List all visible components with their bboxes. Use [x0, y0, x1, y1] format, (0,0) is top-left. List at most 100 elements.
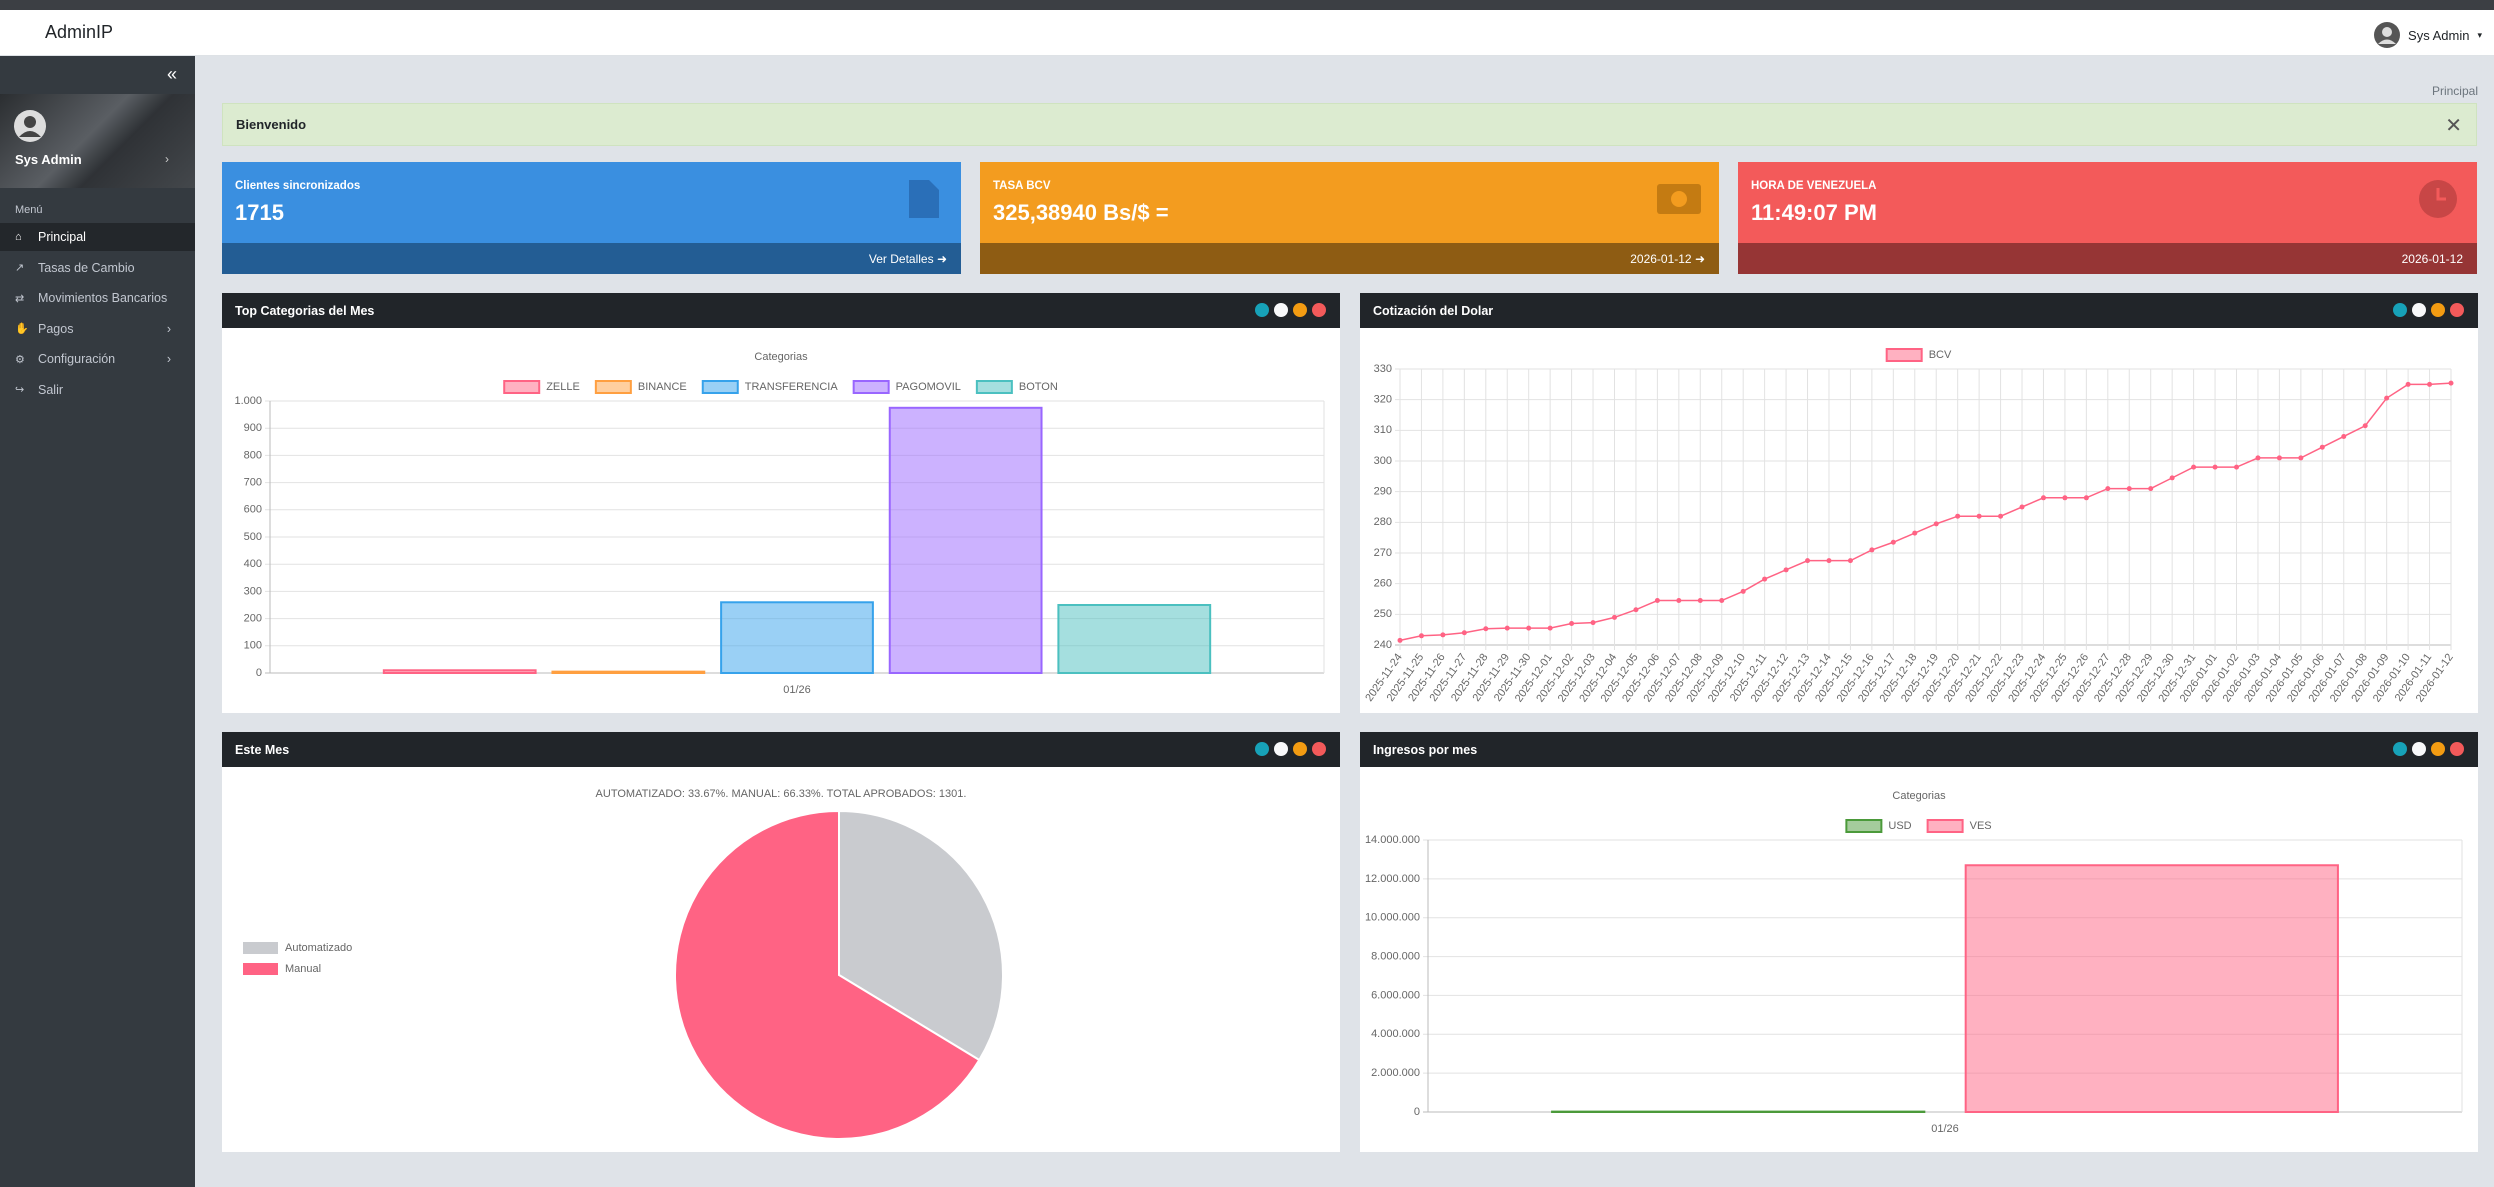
y-tick-label: 800: [244, 449, 262, 461]
card-footer: 2026-01-12 ➜: [980, 243, 1719, 274]
menu-item[interactable]: ⌂ Principal: [0, 223, 195, 251]
panel-header: Top Categorias del Mes: [222, 293, 1340, 328]
point: [2105, 486, 2111, 492]
legend-label: BINANCE: [638, 381, 687, 393]
brand[interactable]: AdminIP: [45, 22, 114, 42]
chart-title: Categorias: [1892, 790, 1946, 802]
sidebar: « Sys Admin › Menú ⌂ Principal ↗ Tasas de C…: [0, 56, 195, 1187]
y-tick-label: 600: [244, 504, 262, 516]
menu-icon: ✋: [15, 323, 29, 335]
point: [1697, 598, 1703, 604]
tool-button[interactable]: [1255, 303, 1269, 317]
y-tick-label: 8.000.000: [1371, 950, 1420, 962]
card-footer-text: Ver Detalles: [868, 251, 934, 266]
navbar: AdminIP Sys Admin ▾: [0, 10, 2494, 56]
tool-button[interactable]: [2412, 742, 2426, 756]
panel-tools: [2393, 742, 2464, 756]
card-footer[interactable]: Ver Detalles ➜: [222, 243, 961, 274]
tool-button[interactable]: [2393, 742, 2407, 756]
menu-item[interactable]: ✋ Pagos ›: [0, 315, 195, 343]
point: [1547, 625, 1553, 631]
y-tick-label: 290: [1374, 486, 1392, 498]
y-tick-label: 700: [244, 477, 262, 489]
panel-header: Ingresos por mes: [1360, 732, 2478, 767]
tool-button[interactable]: [1312, 742, 1326, 756]
panel: Ingresos por mes Categorias USD VES 0 2.000.0…: [1360, 732, 2478, 1152]
legend-swatch: [594, 380, 632, 394]
point: [2234, 464, 2240, 470]
panel: Cotización del Dolar BCV 240 250 260 270 280 29…: [1360, 293, 2478, 713]
y-tick-label: 12.000.000: [1365, 873, 1420, 885]
caret: ▾: [2477, 29, 2482, 40]
legend-swatch: [1845, 819, 1883, 833]
card-value: 11:49:07 PM: [1751, 200, 1877, 225]
point: [2255, 455, 2261, 461]
point: [2276, 455, 2282, 461]
tool-button[interactable]: [1274, 742, 1288, 756]
user-menu[interactable]: Sys Admin ▾: [2374, 22, 2482, 48]
tool-button[interactable]: [2412, 303, 2426, 317]
legend-label: Manual: [285, 963, 321, 975]
close-button[interactable]: ✕: [2445, 115, 2462, 137]
point: [2083, 495, 2089, 501]
tool-button[interactable]: [1293, 303, 1307, 317]
menu-item[interactable]: ⚙ Configuración ›: [0, 345, 195, 373]
point: [1869, 547, 1875, 553]
collapse-button[interactable]: «: [166, 64, 177, 84]
bar: [1057, 604, 1212, 674]
point: [1912, 530, 1918, 536]
point: [1440, 632, 1446, 638]
point: [2169, 475, 2175, 481]
tool-button[interactable]: [2431, 303, 2445, 317]
y-tick-label: 270: [1374, 547, 1392, 559]
card-footer-text: 2026-01-12: [2401, 251, 2463, 266]
panel-header: Cotización del Dolar: [1360, 293, 2478, 328]
y-tick-label: 300: [244, 585, 262, 597]
legend-swatch: [1926, 819, 1964, 833]
tool-button[interactable]: [2450, 303, 2464, 317]
point: [1955, 513, 1961, 519]
panel-title: Cotización del Dolar: [1373, 303, 1494, 318]
tool-button[interactable]: [1312, 303, 1326, 317]
menu-item[interactable]: ↪ Salir: [0, 376, 195, 404]
y-tick-label: 1.000: [234, 395, 262, 407]
tool-button[interactable]: [1293, 742, 1307, 756]
menu-label: Principal: [38, 230, 86, 244]
tool-button[interactable]: [1255, 742, 1269, 756]
tool-button[interactable]: [2431, 742, 2445, 756]
breadcrumb[interactable]: Principal: [2431, 84, 2478, 98]
point: [2319, 444, 2325, 450]
point: [2362, 423, 2368, 429]
point: [1676, 598, 1682, 604]
point: [1633, 607, 1639, 613]
menu-label: Tasas de Cambio: [38, 260, 135, 275]
y-tick-label: 200: [244, 613, 262, 625]
chart: AUTOMATIZADO: 33.67%. MANUAL: 66.33%. TO…: [243, 788, 1004, 1140]
panel-tools: [1255, 303, 1326, 317]
legend-label: Automatizado: [285, 942, 352, 954]
menu-icon: ⇄: [15, 292, 25, 305]
y-tick-label: 0: [256, 667, 262, 679]
line: [1399, 382, 2452, 642]
menu-label: Pagos: [38, 321, 74, 336]
point: [2040, 495, 2046, 501]
tool-button[interactable]: [2450, 742, 2464, 756]
tool-button[interactable]: [2393, 303, 2407, 317]
legend: USD VES: [1845, 819, 1992, 833]
tool-button[interactable]: [1274, 303, 1288, 317]
legend-swatch: [1885, 348, 1923, 362]
menu-item[interactable]: ⇄ Movimientos Bancarios: [0, 284, 195, 312]
point: [2427, 381, 2433, 387]
bar: [382, 669, 537, 674]
legend-label: USD: [1888, 820, 1911, 832]
chevron: ›: [165, 152, 169, 166]
point: [1933, 521, 1939, 527]
point: [1483, 626, 1489, 632]
legend-swatch: [243, 942, 278, 954]
x-tick-label: 01/26: [783, 684, 811, 696]
chart: BCV2402502602702802903003103203302025-11…: [1363, 348, 2456, 704]
menu-item[interactable]: ↗ Tasas de Cambio: [0, 254, 195, 282]
legend-label: PAGOMOVIL: [896, 381, 961, 393]
legend-label: BCV: [1929, 349, 1952, 361]
